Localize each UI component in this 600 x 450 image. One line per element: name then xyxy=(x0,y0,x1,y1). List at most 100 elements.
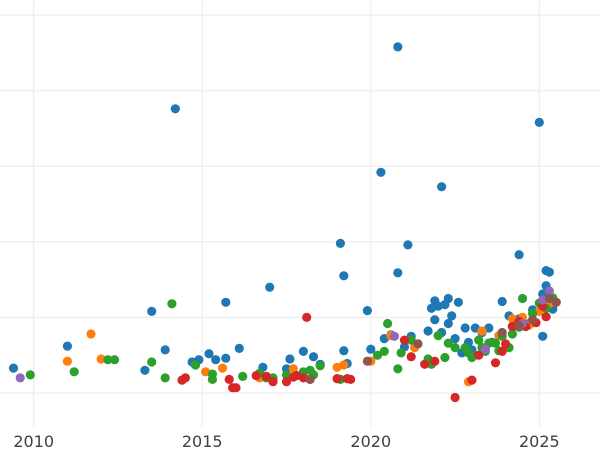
scatter-point xyxy=(507,321,517,332)
scatter-point xyxy=(62,341,72,351)
scatter-point xyxy=(234,343,244,353)
scatter-point xyxy=(261,371,271,381)
scatter-point xyxy=(251,371,261,381)
scatter-point xyxy=(420,359,430,369)
scatter-point xyxy=(430,356,440,366)
scatter-point xyxy=(514,250,524,260)
scatter-point xyxy=(339,271,349,281)
scatter-point xyxy=(544,293,555,304)
scatter-point xyxy=(224,374,234,384)
scatter-point xyxy=(538,331,548,341)
scatter-point xyxy=(474,335,484,345)
scatter-point xyxy=(25,370,35,380)
x-tick-label: 2025 xyxy=(519,432,560,450)
scatter-point xyxy=(551,297,561,307)
scatter-point xyxy=(437,182,447,192)
scatter-point xyxy=(389,331,399,341)
scatter-point xyxy=(423,326,433,336)
scatter-point xyxy=(339,346,349,356)
scatter-point xyxy=(147,357,157,367)
scatter-point xyxy=(379,346,389,356)
scatter-point xyxy=(335,238,345,248)
x-tick-label: 2020 xyxy=(350,432,391,450)
scatter-point xyxy=(474,350,484,360)
scatter-point xyxy=(69,367,79,377)
scatter-point xyxy=(544,267,555,277)
scatter-point xyxy=(160,373,170,383)
scatter-point xyxy=(362,356,372,366)
scatter-point xyxy=(396,348,406,358)
scatter-point xyxy=(406,335,416,345)
scatter-point xyxy=(339,360,349,370)
scatter-point xyxy=(62,356,72,366)
scatter-point xyxy=(517,293,528,304)
scatter-point xyxy=(217,363,228,373)
scatter-point xyxy=(501,339,511,349)
scatter-point xyxy=(204,349,214,359)
scatter-point xyxy=(544,286,555,296)
y-gridlines xyxy=(0,14,600,394)
scatter-point xyxy=(15,373,25,383)
scatter-point xyxy=(147,306,157,316)
scatter-point xyxy=(268,377,278,387)
scatter-point xyxy=(308,352,319,362)
scatter-point xyxy=(480,344,490,354)
scatter-point xyxy=(167,299,177,309)
scatter-point xyxy=(238,371,248,381)
scatter-point xyxy=(265,282,275,292)
scatter-point xyxy=(285,354,295,364)
x-tick-label: 2015 xyxy=(182,432,223,450)
scatter-point xyxy=(362,306,372,316)
scatter-point xyxy=(221,297,231,307)
scatter-point xyxy=(393,364,403,374)
data-points xyxy=(8,42,561,403)
scatter-point xyxy=(86,329,96,339)
scatter-point xyxy=(528,315,538,325)
x-gridlines xyxy=(33,0,540,427)
scatter-point xyxy=(372,350,383,360)
scatter-point xyxy=(497,296,507,307)
scatter-point xyxy=(211,355,221,365)
scatter-point xyxy=(450,392,460,403)
scatter-point xyxy=(376,167,386,177)
scatter-point xyxy=(507,329,517,339)
x-tick-labels: 2010 2015 2020 2025 xyxy=(13,432,559,450)
scatter-point xyxy=(180,373,190,383)
scatter-point xyxy=(103,355,113,365)
x-tick-label: 2010 xyxy=(13,432,54,450)
scatter-point xyxy=(346,374,356,384)
scatter-point xyxy=(450,334,460,344)
scatter-point xyxy=(477,326,487,336)
scatter-point xyxy=(190,360,201,370)
scatter-point xyxy=(443,338,453,348)
scatter-point xyxy=(497,327,507,338)
scatter-point xyxy=(8,363,19,373)
scatter-point xyxy=(430,315,440,325)
scatter-point xyxy=(406,352,416,362)
scatter-point xyxy=(433,331,443,341)
scatter-point xyxy=(207,374,217,384)
scatter-point xyxy=(440,352,450,363)
scatter-point xyxy=(110,355,120,365)
scatter-point xyxy=(315,361,325,371)
scatter-point xyxy=(534,117,544,127)
scatter-point xyxy=(497,346,507,356)
scatter-point xyxy=(450,343,460,353)
scatter-point xyxy=(403,240,413,250)
scatter-point xyxy=(366,344,376,354)
scatter-point xyxy=(231,383,241,393)
scatter-point xyxy=(170,104,180,114)
scatter-point xyxy=(332,374,342,384)
scatter-point xyxy=(413,339,423,349)
scatter-point xyxy=(453,297,463,307)
scatter-point xyxy=(460,323,470,333)
scatter-point xyxy=(393,268,403,278)
scatter-point xyxy=(302,312,312,322)
scatter-point xyxy=(140,365,150,375)
scatter-point xyxy=(393,42,403,52)
scatter-point xyxy=(443,293,453,304)
scatter-point xyxy=(96,354,106,364)
scatter-point xyxy=(288,364,298,374)
